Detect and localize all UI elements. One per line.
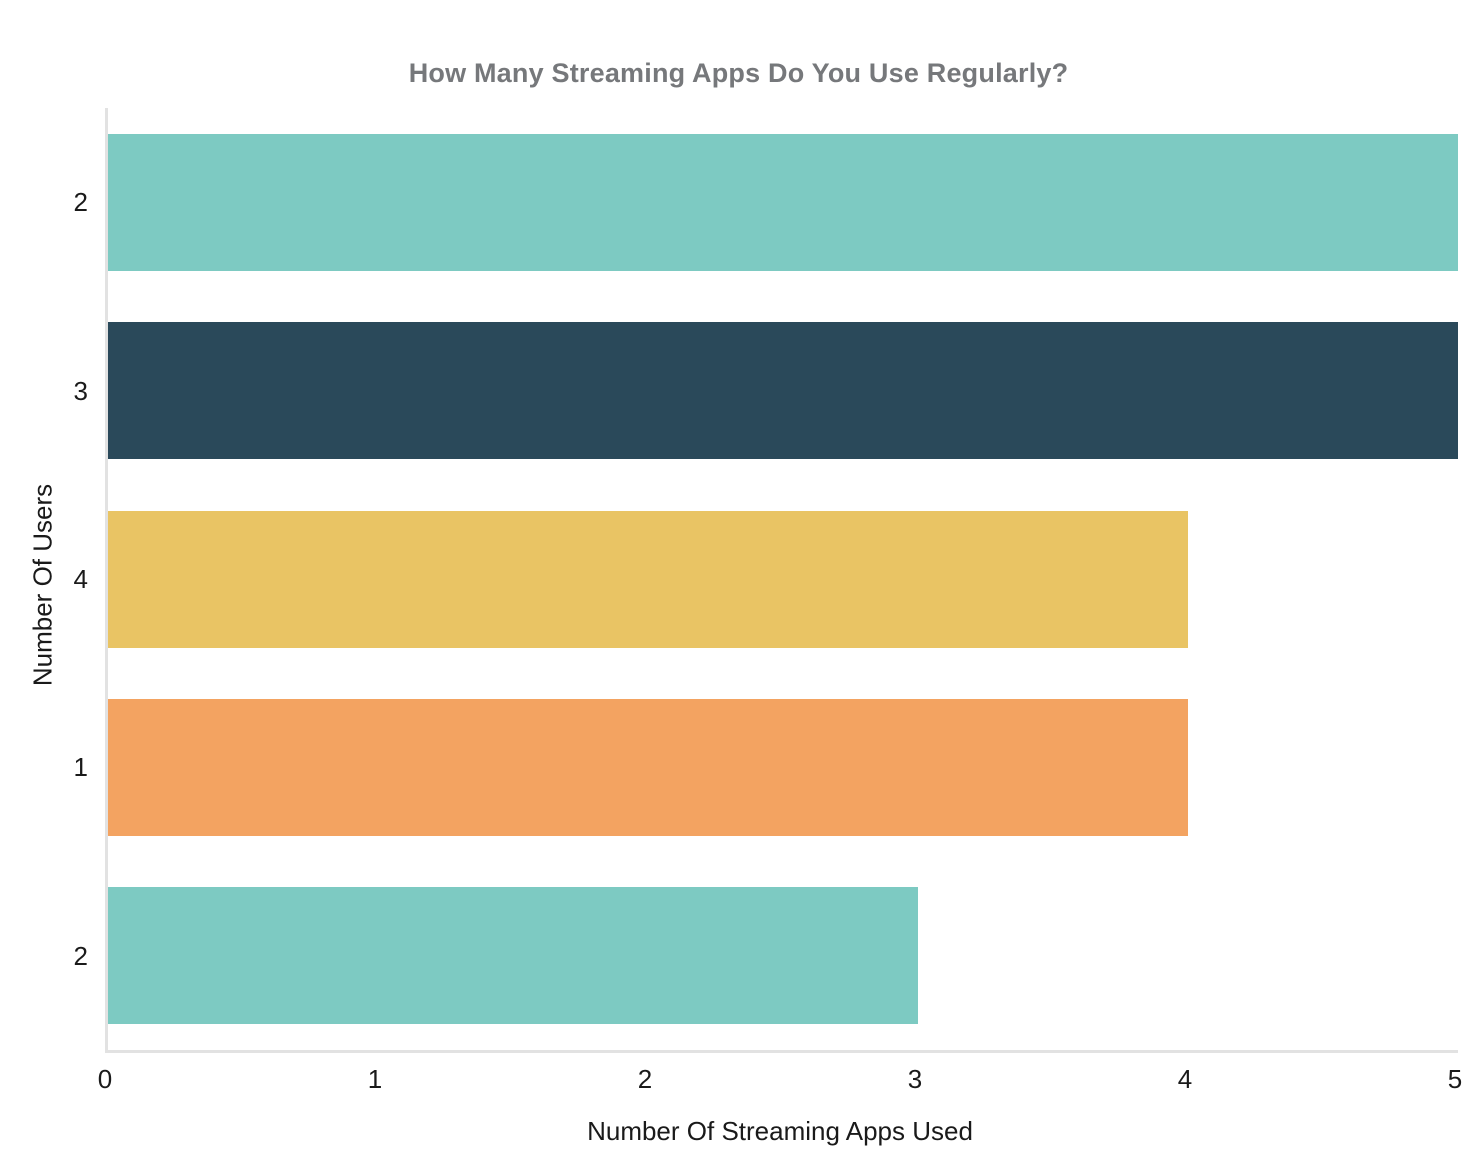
chart-title: How Many Streaming Apps Do You Use Regul… bbox=[408, 58, 1069, 88]
y-tick-label: 1 bbox=[73, 752, 88, 783]
y-tick-label: 4 bbox=[73, 564, 88, 594]
bar-category-3 bbox=[108, 322, 1458, 460]
x-tick-label: 2 bbox=[637, 1064, 653, 1094]
x-tick-label: 3 bbox=[907, 1064, 923, 1094]
bar-category-2 bbox=[108, 133, 1458, 271]
x-axis-title: Number Of Streaming Apps Used bbox=[587, 1116, 973, 1146]
bar-category-1 bbox=[108, 698, 1188, 836]
x-tick-label: 1 bbox=[367, 1064, 383, 1094]
y-tick-label: 2 bbox=[73, 187, 88, 218]
x-tick-label: 5 bbox=[1447, 1064, 1463, 1094]
bar-category-2 bbox=[108, 887, 918, 1025]
x-tick-label: 0 bbox=[97, 1064, 113, 1094]
x-tick-label: 4 bbox=[1177, 1064, 1193, 1094]
bar-category-4 bbox=[108, 510, 1188, 648]
plot-area bbox=[105, 108, 1458, 1053]
y-tick-label: 2 bbox=[73, 940, 88, 971]
y-tick-label: 3 bbox=[73, 375, 88, 406]
